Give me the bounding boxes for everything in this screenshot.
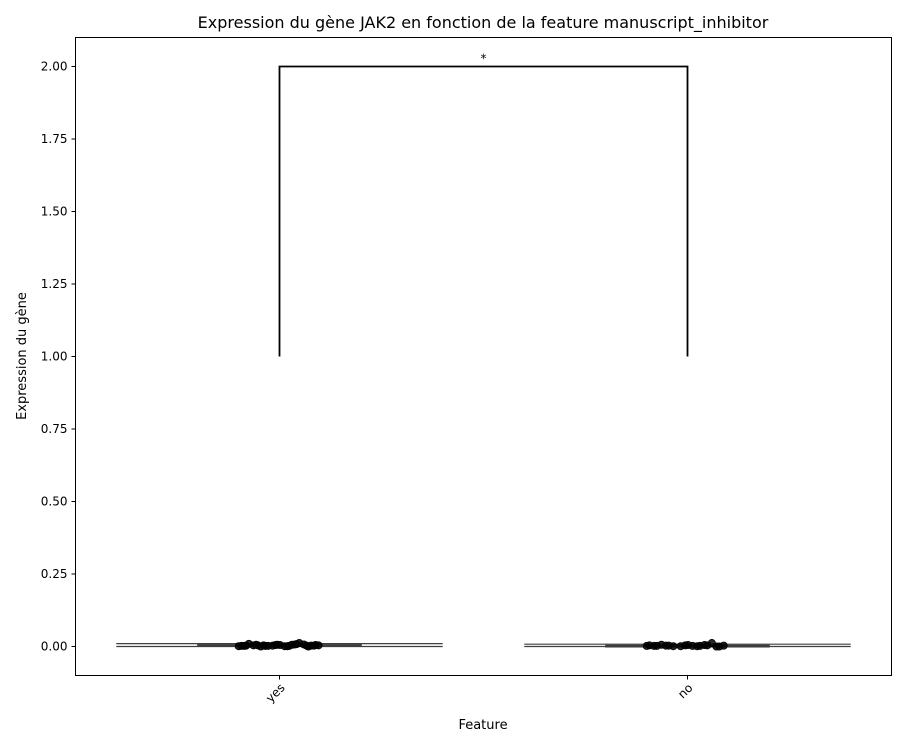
data-point (715, 642, 724, 651)
data-point (252, 640, 261, 649)
y-tick-label: 1.75 (41, 132, 68, 146)
y-tick-label: 0.50 (41, 495, 68, 509)
data-point (676, 642, 685, 651)
data-point (271, 641, 280, 650)
y-tick-label: 1.25 (41, 277, 68, 291)
data-point (703, 641, 712, 650)
data-point (290, 640, 299, 649)
x-tick-label: no (675, 681, 695, 701)
y-axis: 0.00 0.25 0.50 0.75 1.00 1.25 1.50 1.75 2.00 (41, 60, 76, 654)
box-plots (116, 642, 851, 648)
y-tick-label: 0.00 (41, 640, 68, 654)
plot-frame (75, 37, 892, 676)
x-axis: yes no (263, 675, 696, 706)
data-point (310, 641, 319, 650)
data-point (695, 641, 704, 650)
significance-bracket (278, 65, 689, 357)
significance-label: * (481, 52, 487, 66)
x-tick-label: yes (263, 681, 288, 706)
y-tick-label: 1.00 (41, 350, 68, 364)
data-point (664, 641, 673, 650)
y-tick-label: 0.75 (41, 422, 68, 436)
data-point (684, 641, 693, 650)
y-tick-label: 2.00 (41, 60, 68, 74)
data-point (645, 641, 654, 650)
data-point (259, 641, 268, 650)
y-tick-label: 1.50 (41, 205, 68, 219)
data-point (240, 641, 249, 650)
data-point (302, 641, 311, 650)
data-point (652, 641, 661, 650)
chart-title: Expression du gène JAK2 en fonction de l… (198, 13, 769, 33)
x-axis-title: Feature (458, 718, 507, 733)
significance-annotation: * (278, 52, 689, 357)
data-point (283, 642, 292, 651)
y-tick-label: 0.25 (41, 567, 68, 581)
strip-points (234, 639, 728, 651)
y-axis-title: Expression du gène (15, 292, 30, 420)
